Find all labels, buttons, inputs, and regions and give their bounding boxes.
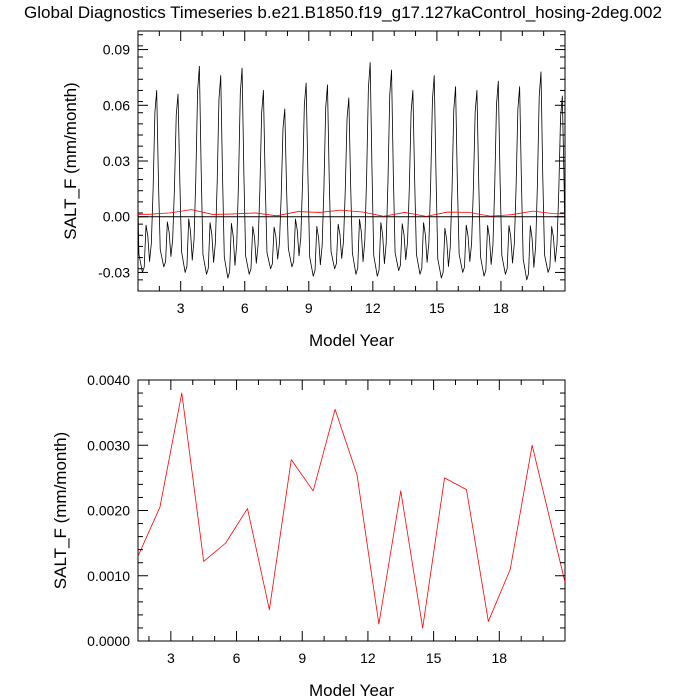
- x-tick-label: 6: [233, 650, 241, 666]
- figure-title: Global Diagnostics Timeseries b.e21.B185…: [24, 3, 662, 22]
- y-axis-label: SALT_F (mm/month): [61, 82, 80, 239]
- annual-series-line: [138, 209, 565, 217]
- annual-timeseries-panel: 3 6 9 12 15 18 0.0000 0.0010 0.0020 0.0030 0.0040 M…: [51, 372, 566, 700]
- x-tick-label: 12: [365, 300, 381, 316]
- y-tick-label: 0.0010: [87, 568, 130, 584]
- x-tick-label: 15: [426, 650, 442, 666]
- y-tick-label: 0.0040: [87, 372, 130, 388]
- x-axis-label: Model Year: [309, 331, 394, 350]
- x-tick-label: 3: [167, 650, 175, 666]
- y-tick-label: 0.0030: [87, 437, 130, 453]
- plot-frame: [137, 30, 566, 292]
- x-tick-label: 18: [493, 300, 509, 316]
- x-axis-label: Model Year: [309, 681, 394, 700]
- y-tick-label: -0.03: [98, 264, 130, 280]
- y-tick-label: 0.00: [103, 209, 130, 225]
- y-axis-label: SALT_F (mm/month): [51, 432, 70, 589]
- x-tick-label: 3: [177, 300, 185, 316]
- y-tick-label: 0.0000: [87, 633, 130, 649]
- x-tick-label: 9: [298, 650, 306, 666]
- plot-area: [138, 392, 565, 629]
- y-tick-label: 0.0020: [87, 503, 130, 519]
- monthly-series-line: [138, 62, 565, 281]
- plot-area: [138, 62, 565, 281]
- y-tick-label: 0.06: [103, 97, 130, 113]
- x-tick-label: 12: [360, 650, 376, 666]
- plot-frame: [137, 379, 566, 642]
- y-tick-label: 0.03: [103, 153, 130, 169]
- monthly-timeseries-panel: 3 6 9 12 15 18 -0.03 0.00 0.03 0.06 0.09 Model Year…: [61, 30, 566, 350]
- y-tick-label: 0.09: [103, 42, 130, 58]
- x-tick-label: 6: [241, 300, 249, 316]
- x-tick-label: 15: [429, 300, 445, 316]
- x-tick-label: 9: [305, 300, 313, 316]
- annual-series-line: [138, 392, 565, 629]
- x-tick-label: 18: [492, 650, 508, 666]
